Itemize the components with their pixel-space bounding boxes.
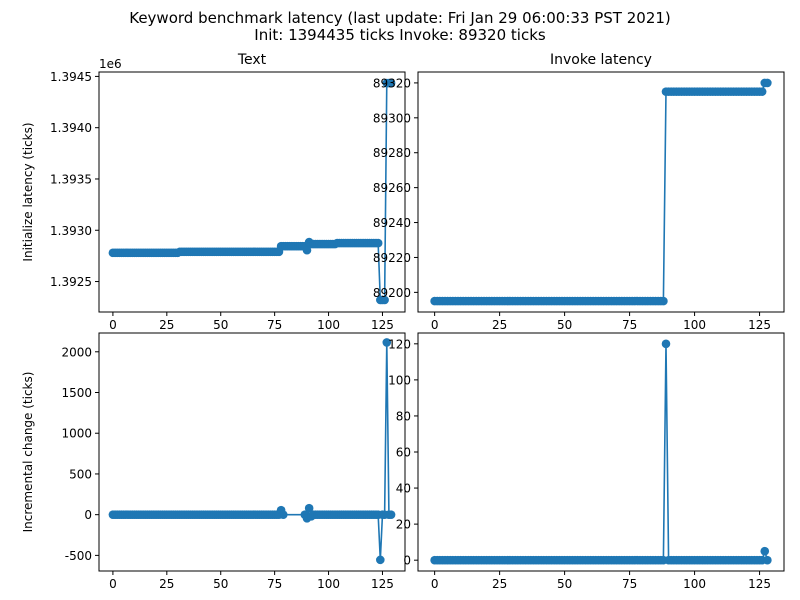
- x-tick-label: 125: [371, 577, 394, 591]
- y-tick-label: 100: [388, 373, 411, 387]
- series-line: [434, 82, 768, 302]
- data-point: [382, 338, 392, 347]
- x-tick-label: 0: [109, 577, 117, 591]
- y-tick-label: 0: [403, 554, 411, 568]
- x-tick-label: 75: [267, 318, 282, 332]
- data-point: [386, 78, 396, 88]
- y-tick-label: 120: [388, 337, 411, 351]
- x-tick-label: 125: [748, 577, 771, 591]
- data-point: [757, 87, 767, 96]
- x-tick-label: 50: [213, 577, 228, 591]
- y-tick-label: 1500: [61, 386, 92, 400]
- x-tick-label: 125: [371, 318, 394, 332]
- y-axis-label: Incremental change (ticks): [21, 372, 35, 533]
- data-point: [373, 238, 383, 248]
- axes-frame: [417, 71, 785, 313]
- y-tick-label: 20: [396, 518, 411, 532]
- x-tick-label: 75: [622, 577, 637, 591]
- subplot-title: Text: [237, 52, 267, 68]
- chart-top-right: 0 25 50 75 100 125 89200 89220 89240 89260 89280 89…: [373, 52, 785, 332]
- x-tick-label: 25: [159, 318, 174, 332]
- y-tick-label: 60: [396, 446, 411, 460]
- x-tick-label: 50: [557, 577, 572, 591]
- x-tick-label: 25: [492, 577, 507, 591]
- subplot-grid: 0 25 50 75 100 125 1.3925 1.3930 1.3935 1.3940 1.3…: [21, 52, 785, 591]
- y-tick-label: 500: [69, 467, 92, 481]
- x-tick-label: 125: [748, 318, 771, 332]
- y-tick-label: 1.3930: [50, 224, 92, 238]
- y-tick-label: 89320: [373, 76, 411, 90]
- x-tick-label: 75: [267, 577, 282, 591]
- y-tick-label: 0: [84, 508, 92, 522]
- subplot-title: Invoke latency: [550, 52, 652, 68]
- data-point: [380, 295, 389, 305]
- y-tick-label: 89280: [373, 146, 411, 160]
- axes-frame: [417, 332, 785, 572]
- y-tick-label: 1.3925: [50, 275, 92, 289]
- x-tick-label: 50: [557, 318, 572, 332]
- y-offset-label: 1e6: [99, 57, 122, 71]
- y-tick-label: 40: [396, 482, 411, 496]
- y-axis-label: Initialize latency (ticks): [21, 122, 35, 261]
- figure-title-line1: Keyword benchmark latency (last update: …: [129, 9, 671, 27]
- y-tick-label: 89300: [373, 111, 411, 125]
- data-point: [304, 503, 314, 513]
- data-point: [763, 555, 772, 565]
- axes-frame: [98, 71, 406, 313]
- y-tick-label: 89200: [373, 286, 411, 300]
- chart-top-left: 0 25 50 75 100 125 1.3925 1.3930 1.3935 1.3940 1.3…: [21, 52, 406, 332]
- y-tick-label: 80: [396, 409, 411, 423]
- figure-title-line2: Init: 1394435 ticks Invoke: 89320 ticks: [254, 26, 546, 44]
- data-point: [760, 546, 770, 556]
- x-tick-label: 25: [159, 577, 174, 591]
- series-line: [112, 342, 392, 560]
- x-tick-label: 75: [622, 318, 637, 332]
- x-tick-label: 100: [683, 577, 706, 591]
- y-tick-label: 89260: [373, 181, 411, 195]
- data-point: [659, 296, 668, 306]
- series-line: [112, 82, 392, 301]
- data-point: [386, 510, 396, 519]
- data-point: [763, 78, 772, 88]
- y-tick-label: 1.3940: [50, 121, 92, 135]
- x-tick-label: 50: [213, 318, 228, 332]
- x-tick-label: 0: [431, 318, 439, 332]
- y-tick-label: 2000: [61, 345, 92, 359]
- y-tick-label: 1000: [61, 427, 92, 441]
- x-tick-label: 25: [492, 318, 507, 332]
- x-tick-label: 100: [317, 577, 340, 591]
- y-tick-label: 89220: [373, 251, 411, 265]
- x-tick-label: 100: [317, 318, 340, 332]
- chart-bottom-left: 0 25 50 75 100 125 -500 0 500 1000 1500 2000 Increme…: [21, 332, 406, 591]
- x-tick-label: 100: [683, 318, 706, 332]
- axes-frame: [98, 332, 406, 572]
- x-tick-label: 0: [431, 577, 439, 591]
- data-point: [376, 555, 385, 565]
- data-point: [661, 339, 671, 349]
- series-line: [434, 343, 769, 561]
- chart-bottom-right: 0 25 50 75 100 125 0 20 40 60 80 100 120: [388, 332, 785, 591]
- y-tick-label: 1.3945: [50, 70, 92, 84]
- x-tick-label: 0: [109, 318, 117, 332]
- y-tick-label: -500: [65, 549, 92, 563]
- y-tick-label: 89240: [373, 216, 411, 230]
- y-tick-label: 1.3935: [50, 172, 92, 186]
- data-point: [278, 510, 288, 519]
- data-point: [302, 245, 312, 255]
